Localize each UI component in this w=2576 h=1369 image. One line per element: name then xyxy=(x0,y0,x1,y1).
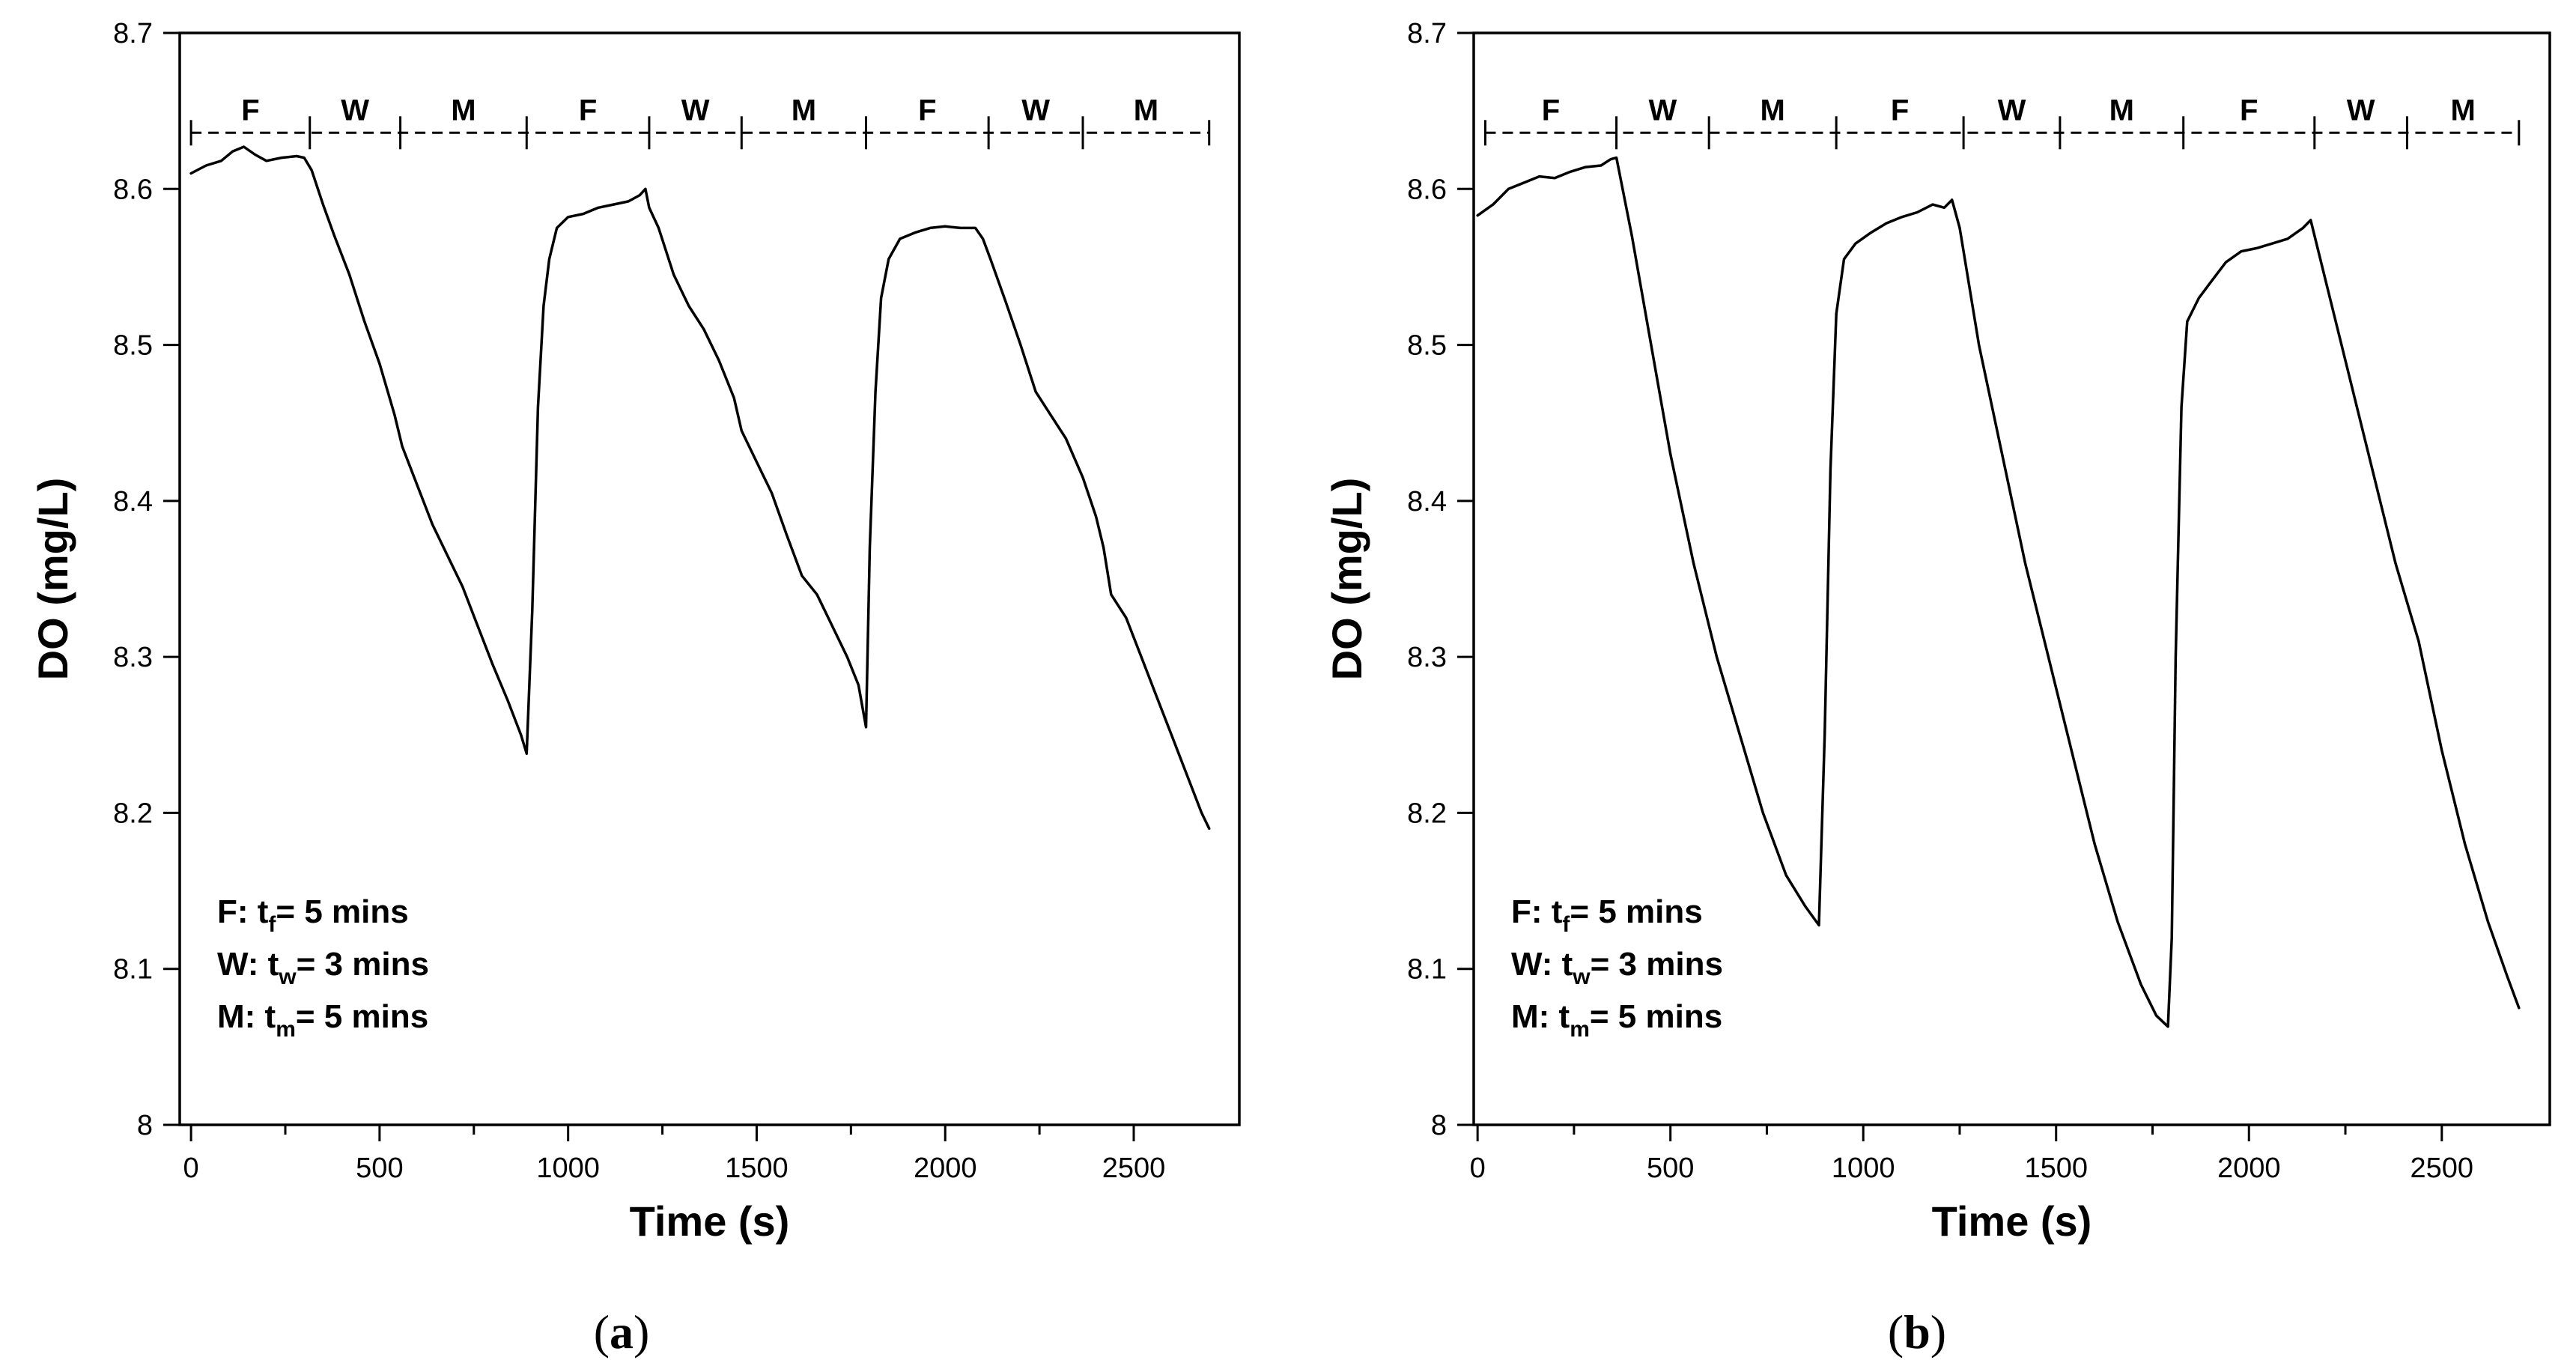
chart-a-y-tick-label: 8.2 xyxy=(113,798,153,829)
chart-b-phase-label: M xyxy=(2109,94,2134,127)
chart-a-legend-entry: M: tm= 5 mins xyxy=(217,998,428,1042)
chart-b-series-do-line xyxy=(1476,156,2521,1028)
legend-subscript: f xyxy=(1562,912,1570,937)
chart-b-x-axis-label: Time (s) xyxy=(1932,1198,2092,1245)
legend-subscript: m xyxy=(1570,1017,1590,1042)
legend-prefix: W: t xyxy=(1511,946,1573,983)
chart-b-phase-label: M xyxy=(2450,94,2475,127)
chart-a-x-tick-label: 500 xyxy=(356,1153,403,1184)
chart-b-x-tick-label: 1000 xyxy=(1832,1153,1895,1184)
panel-b: 0 500 1000 1500 2000 2500 8 8.1 8.2 8.3 8.4 8.5 8.6 8… xyxy=(1323,18,2551,1359)
chart-a-y-tick-label: 8 xyxy=(137,1110,153,1141)
chart-b-y-axis-label: DO (mg/L) xyxy=(1323,478,1370,681)
chart-b-x-tick-label: 0 xyxy=(1470,1153,1486,1184)
chart-a-phase-label: F xyxy=(918,94,936,127)
chart-a-legend-entry: F: tf= 5 mins xyxy=(217,893,409,937)
legend-prefix: F: t xyxy=(217,893,269,930)
chart-b-legend-entry: M: tm= 5 mins xyxy=(1511,998,1722,1042)
chart-a-phase-label: M xyxy=(451,94,476,127)
chart-b-phase-label: F xyxy=(1891,94,1909,127)
chart-a-phase-label: M xyxy=(792,94,816,127)
legend-suffix: = 5 mins xyxy=(1590,998,1722,1035)
caption-open-paren: ( xyxy=(1888,1305,1904,1359)
chart-b-legend-entry: F: tf= 5 mins xyxy=(1511,893,1703,937)
chart-a-y-tick-label: 8.3 xyxy=(113,642,153,673)
legend-suffix: = 3 mins xyxy=(1591,946,1723,983)
legend-subscript: f xyxy=(268,912,276,937)
chart-a-y-tick-label: 8.1 xyxy=(113,954,153,986)
chart-b-x-tick-label: 500 xyxy=(1647,1153,1694,1184)
legend-prefix: M: t xyxy=(217,998,276,1035)
chart-a-phase-label: F xyxy=(241,94,259,127)
chart-b-phase-label: F xyxy=(1542,94,1560,127)
chart-a-phase-label: W xyxy=(1021,94,1050,127)
legend-suffix: = 5 mins xyxy=(1570,893,1702,930)
chart-b-panel-caption: (b) xyxy=(1888,1305,1946,1359)
chart-a-y-tick-label: 8.6 xyxy=(113,174,153,205)
chart-a-phase-label: F xyxy=(579,94,597,127)
legend-subscript: m xyxy=(276,1017,296,1042)
caption-letter: b xyxy=(1904,1305,1931,1359)
legend-prefix: M: t xyxy=(1511,998,1570,1035)
chart-a-phase-label: W xyxy=(341,94,369,127)
chart-b-y-tick-label: 8.7 xyxy=(1407,18,1447,49)
chart-b-y-tick-label: 8.1 xyxy=(1407,954,1447,986)
chart-b-x-tick-label: 2500 xyxy=(2411,1153,2474,1184)
chart-a-x-tick-label: 0 xyxy=(183,1153,199,1184)
chart-b-plot-frame xyxy=(1472,31,2551,1126)
chart-a-legend-entry: W: tw= 3 mins xyxy=(217,946,429,989)
caption-close-paren: ) xyxy=(1931,1305,1946,1359)
legend-prefix: F: t xyxy=(1511,893,1563,930)
chart-b-phase-label: W xyxy=(1648,94,1677,127)
chart-b-y-tick-label: 8.6 xyxy=(1407,174,1447,205)
chart-a-x-axis-label: Time (s) xyxy=(630,1198,790,1245)
caption-open-paren: ( xyxy=(594,1305,610,1359)
chart-a-x-tick-label: 1000 xyxy=(536,1153,600,1184)
chart-b-phase-label: M xyxy=(1761,94,1785,127)
chart-a-phase-label: W xyxy=(681,94,710,127)
legend-subscript: w xyxy=(278,965,297,989)
panel-a: 0 500 1000 1500 2000 2500 8 8.1 8.2 8.3 8.4 8.5 8.6 8… xyxy=(29,18,1241,1359)
chart-a-panel-caption: (a) xyxy=(594,1305,650,1359)
chart-b-x-tick-label: 2000 xyxy=(2217,1153,2281,1184)
chart-b-y-tick-label: 8.5 xyxy=(1407,330,1447,362)
legend-subscript: w xyxy=(1572,965,1591,989)
chart-a-x-tick-label: 1500 xyxy=(725,1153,789,1184)
chart-b-y-tick-label: 8.2 xyxy=(1407,798,1447,829)
chart-a-y-tick-label: 8.7 xyxy=(113,18,153,49)
caption-letter: a xyxy=(610,1305,634,1359)
legend-suffix: = 5 mins xyxy=(296,998,428,1035)
chart-b-phase-label: W xyxy=(2347,94,2375,127)
chart-b-y-tick-label: 8.3 xyxy=(1407,642,1447,673)
legend-suffix: = 3 mins xyxy=(297,946,429,983)
chart-a-x-tick-label: 2500 xyxy=(1102,1153,1166,1184)
chart-b-y-tick-label: 8.4 xyxy=(1407,486,1447,517)
chart-a-x-tick-label: 2000 xyxy=(914,1153,977,1184)
chart-b-y-tick-label: 8 xyxy=(1431,1110,1447,1141)
caption-close-paren: ) xyxy=(634,1305,649,1359)
chart-b-x-tick-label: 1500 xyxy=(2024,1153,2088,1184)
chart-a-y-tick-label: 8.4 xyxy=(113,486,153,517)
chart-a-plot-frame xyxy=(178,31,1241,1126)
legend-prefix: W: t xyxy=(217,946,279,983)
chart-a-phase-label: M xyxy=(1134,94,1158,127)
legend-suffix: = 5 mins xyxy=(276,893,408,930)
chart-a-y-tick-label: 8.5 xyxy=(113,330,153,362)
chart-b-phase-label: F xyxy=(2240,94,2258,127)
chart-a-series-do-line xyxy=(189,145,1211,831)
chart-b-legend-entry: W: tw= 3 mins xyxy=(1511,946,1723,989)
chart-a-y-axis-label: DO (mg/L) xyxy=(29,478,76,681)
chart-b-phase-label: W xyxy=(1998,94,2026,127)
